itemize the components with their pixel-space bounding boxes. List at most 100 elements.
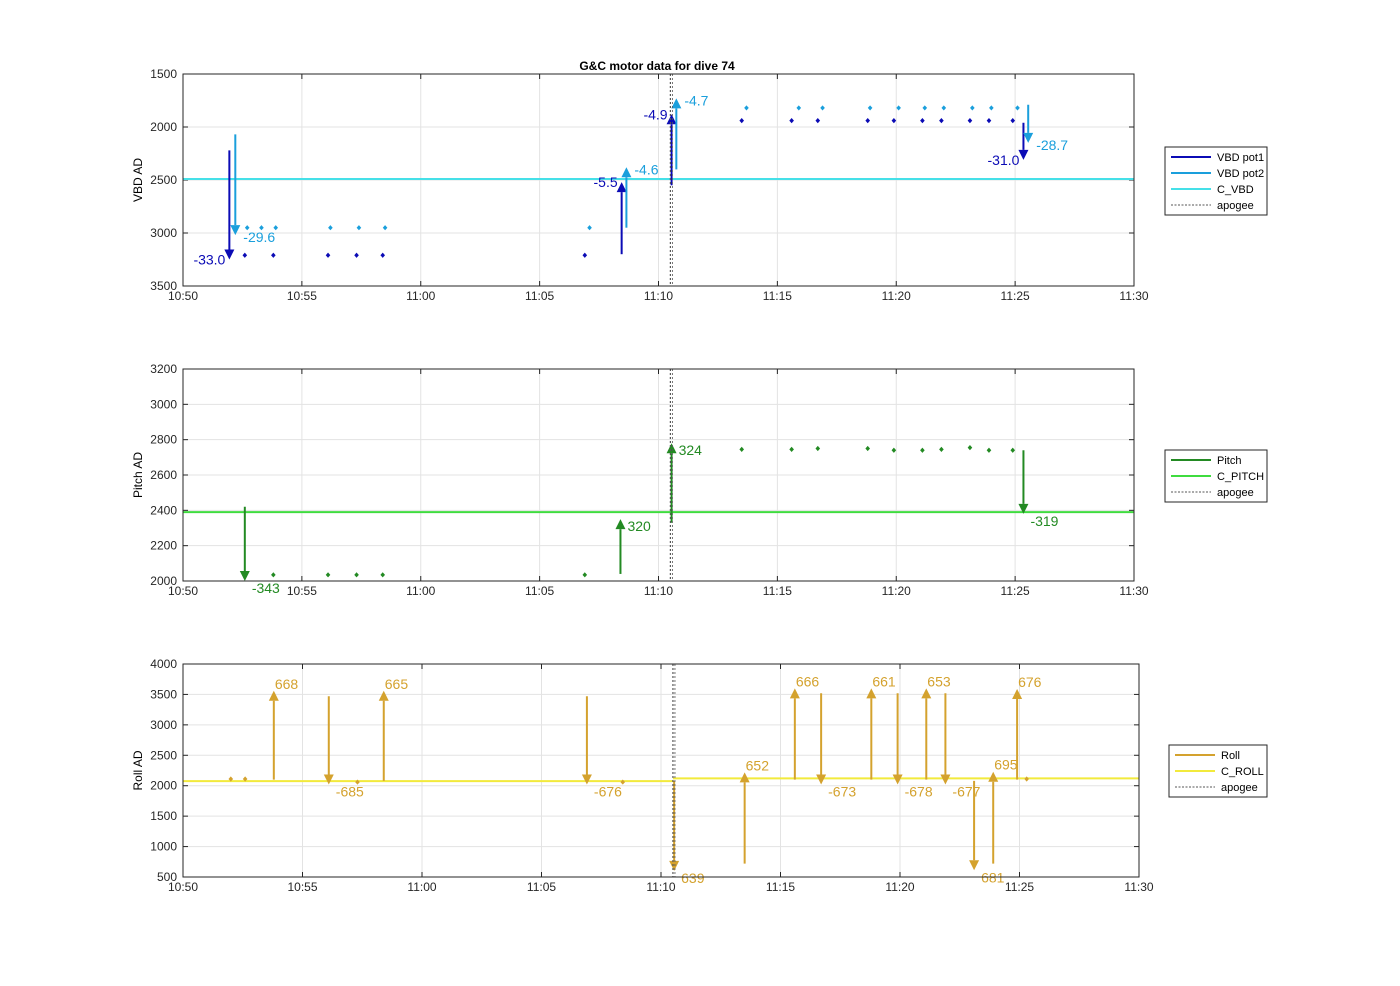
- panel-vbd: 10:50 10:55 11:00 11:05 11:10 11:15 11:20 11:25…: [131, 67, 1268, 303]
- data-point: [815, 118, 821, 124]
- data-point: [815, 445, 821, 452]
- move-data-label: -33.0: [193, 252, 225, 268]
- move-arrow-head: [666, 114, 677, 125]
- series-vbd-pot1-moves: -33.0 -5.5 -4.9 -31.0: [193, 106, 1029, 268]
- move-data-label: 324: [679, 442, 703, 458]
- x-tick-label: 11:30: [1124, 880, 1153, 894]
- move-arrow-head: [323, 774, 334, 785]
- series-c-roll: [183, 777, 1139, 783]
- data-point: [970, 105, 975, 111]
- move-arrow-head: [239, 571, 250, 581]
- data-point: [1015, 105, 1020, 111]
- move-arrow-head: [615, 519, 626, 530]
- data-point: [939, 446, 944, 452]
- y-tick-label: 2600: [150, 468, 177, 482]
- move-data-label: 666: [796, 673, 820, 689]
- move-arrow-head: [1012, 688, 1023, 699]
- data-point: [989, 105, 994, 111]
- move-arrow-head: [892, 774, 903, 785]
- figure-title: G&C motor data for dive 74: [579, 59, 735, 73]
- data-point: [271, 252, 276, 258]
- x-tick-label: 10:50: [168, 584, 198, 598]
- data-point: [820, 105, 825, 111]
- legend-label: apogee: [1217, 487, 1254, 499]
- data-point: [865, 445, 871, 452]
- series-roll-moves: 668 -685 665 -676 639 652 666 -673 661 -678 653 -67…: [268, 673, 1042, 886]
- x-tick-label: 11:25: [1001, 584, 1030, 598]
- data-point: [739, 118, 745, 124]
- data-point: [1024, 776, 1029, 782]
- y-tick-label: 2800: [150, 433, 177, 447]
- legend-label: VBD pot2: [1217, 168, 1264, 180]
- axes-box: [182, 368, 1135, 582]
- move-data-label: -28.7: [1036, 137, 1068, 153]
- data-point: [739, 446, 745, 452]
- move-data-label: -29.6: [243, 229, 275, 245]
- y-axis-label: Roll AD: [131, 750, 145, 790]
- data-point: [325, 252, 331, 258]
- move-arrow-head: [866, 688, 877, 699]
- data-point: [789, 446, 794, 452]
- data-point: [382, 225, 388, 231]
- y-tick-label: 1000: [150, 840, 177, 854]
- move-data-label: -4.7: [684, 92, 708, 108]
- x-tick-label: 11:05: [527, 880, 556, 894]
- move-data-label: 652: [746, 757, 770, 773]
- y-tick-label: 2500: [150, 173, 177, 187]
- legend-label: C_PITCH: [1217, 471, 1264, 483]
- data-point: [922, 105, 928, 111]
- data-point: [796, 105, 802, 111]
- legend-label: VBD pot1: [1217, 152, 1264, 164]
- move-arrow-head: [224, 249, 235, 260]
- data-point: [620, 779, 626, 785]
- data-point: [939, 118, 944, 124]
- data-point: [582, 572, 588, 578]
- x-tick-label: 11:20: [882, 584, 911, 598]
- data-point: [242, 252, 248, 258]
- y-tick-label: 2500: [150, 748, 177, 762]
- legend-label: C_ROLL: [1221, 766, 1264, 778]
- x-tick-label: 11:00: [407, 880, 436, 894]
- axes-box: [182, 663, 1140, 878]
- x-tick-label: 10:50: [168, 880, 198, 894]
- data-point: [891, 118, 897, 124]
- x-tick-label: 11:05: [525, 289, 554, 303]
- y-tick-label: 3500: [150, 687, 177, 701]
- y-tick-label: 500: [157, 870, 177, 884]
- move-data-label: 320: [627, 518, 651, 534]
- data-point: [986, 118, 992, 124]
- data-point: [273, 225, 279, 231]
- x-tick-label: 11:00: [406, 289, 435, 303]
- data-point: [986, 447, 992, 453]
- data-point: [865, 118, 871, 124]
- move-data-label: -5.5: [594, 174, 618, 190]
- x-tick-label: 11:20: [885, 880, 914, 894]
- data-point: [920, 447, 925, 453]
- y-tick-label: 2200: [150, 539, 177, 553]
- y-tick-label: 3000: [150, 397, 177, 411]
- x-tick-label: 11:30: [1119, 289, 1148, 303]
- y-tick-label: 2000: [150, 574, 177, 588]
- move-data-label: -677: [952, 783, 980, 799]
- move-arrow-head: [230, 225, 241, 236]
- x-tick-label: 11:10: [644, 289, 673, 303]
- legend-box: [1164, 146, 1268, 216]
- x-tick-label: 11:30: [1119, 584, 1148, 598]
- series-pitch-moves: -343 320 324 -319: [239, 442, 1059, 596]
- legend-label: C_VBD: [1217, 184, 1254, 196]
- data-point: [967, 445, 973, 451]
- series-vbd-pot2-moves: -29.6 -4.6 -4.7 -28.7: [230, 92, 1068, 245]
- move-arrow-head: [988, 771, 999, 782]
- data-point: [242, 776, 248, 782]
- panel-roll: 10:50 10:55 11:00 11:05 11:10 11:15 11:20 11:25…: [131, 657, 1268, 894]
- data-point: [354, 572, 359, 578]
- y-tick-label: 2000: [150, 779, 177, 793]
- move-arrow-head: [816, 774, 827, 785]
- move-arrow-head: [669, 860, 680, 871]
- move-data-label: -4.6: [634, 161, 658, 177]
- move-data-label: 639: [681, 870, 705, 886]
- move-arrow-head: [789, 688, 800, 699]
- data-point: [582, 252, 588, 258]
